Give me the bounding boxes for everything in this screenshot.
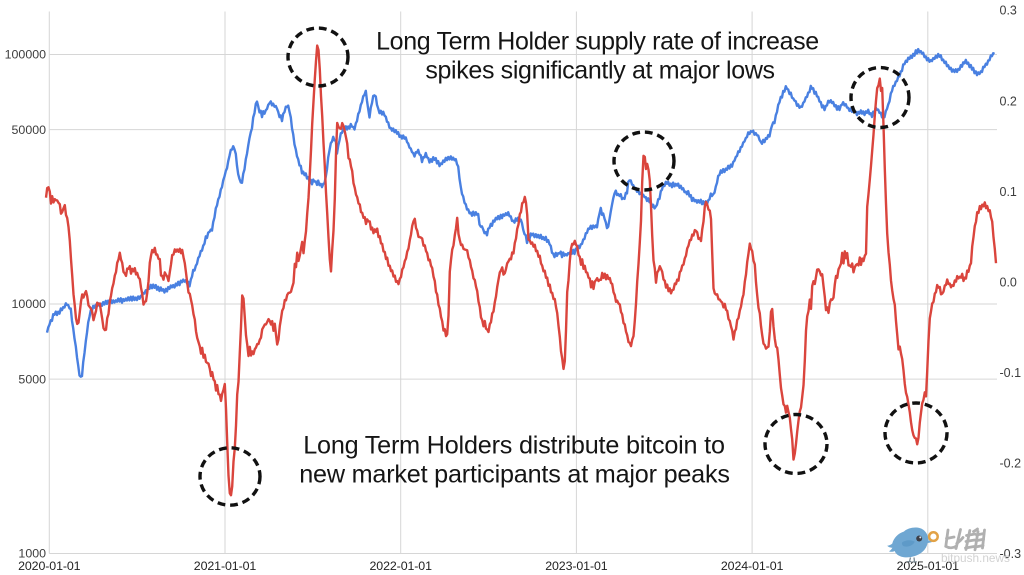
- svg-text:100000: 100000: [5, 48, 46, 62]
- svg-text:2023-01-01: 2023-01-01: [545, 559, 608, 573]
- svg-text:new market participants at maj: new market participants at major peaks: [299, 461, 730, 489]
- svg-text:Long Term Holders distribute b: Long Term Holders distribute bitcoin to: [303, 432, 725, 460]
- svg-text:2025-01-01: 2025-01-01: [897, 559, 960, 573]
- svg-text:2020-01-01: 2020-01-01: [18, 559, 81, 573]
- svg-text:0.1: 0.1: [1000, 185, 1017, 199]
- svg-text:0.2: 0.2: [1000, 94, 1017, 108]
- svg-text:0.3: 0.3: [1000, 4, 1017, 18]
- svg-text:50000: 50000: [12, 123, 47, 137]
- svg-text:bitpush.news: bitpush.news: [941, 551, 1010, 565]
- svg-text:2024-01-01: 2024-01-01: [721, 559, 784, 573]
- svg-text:0.0: 0.0: [1000, 275, 1017, 289]
- svg-text:1000: 1000: [18, 547, 46, 561]
- svg-text:Long Term Holder supply rate o: Long Term Holder supply rate of increase: [376, 28, 819, 56]
- svg-text:2021-01-01: 2021-01-01: [194, 559, 257, 573]
- svg-text:5000: 5000: [18, 372, 46, 386]
- svg-text:-0.1: -0.1: [1000, 366, 1022, 380]
- svg-text:spikes significantly at major: spikes significantly at major lows: [425, 57, 774, 85]
- svg-text:-0.3: -0.3: [1000, 547, 1022, 561]
- svg-text:2022-01-01: 2022-01-01: [370, 559, 433, 573]
- svg-text:-0.2: -0.2: [1000, 457, 1022, 471]
- svg-text:10000: 10000: [12, 297, 47, 311]
